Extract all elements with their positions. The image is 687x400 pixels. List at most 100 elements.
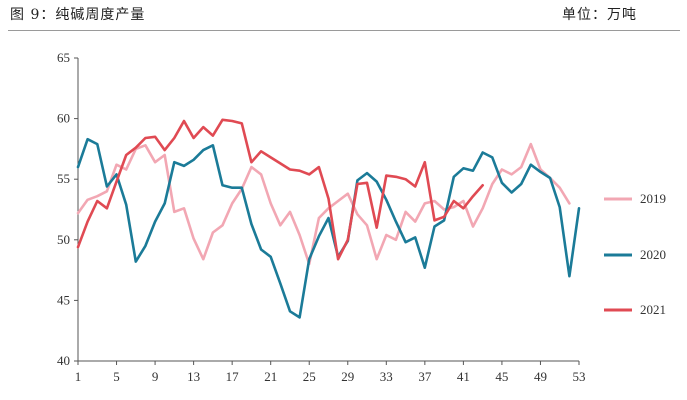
data-point-2019 [530,143,532,145]
data-point-2020 [356,179,359,182]
data-point-2019 [510,173,513,176]
data-point-2020 [530,163,532,166]
legend-label: 2020 [640,247,666,262]
data-point-2019 [462,200,465,202]
data-point-2021 [462,207,465,210]
legend-label: 2019 [640,191,666,206]
data-point-2019 [106,190,108,193]
data-point-2019 [77,212,79,214]
data-point-2020 [424,266,426,269]
x-tick-label: 25 [303,369,316,384]
data-point-2020 [202,149,205,151]
data-point-2019 [269,202,272,205]
data-point-2020 [144,245,147,247]
series-line-2021 [76,118,485,261]
data-point-2019 [501,168,503,171]
data-point-2021 [414,185,417,188]
data-point-2020 [366,172,368,174]
legend-item-2019: 2019 [604,191,666,206]
data-point-2019 [289,211,291,213]
data-point-2020 [96,143,99,145]
x-tick-label: 33 [380,369,393,384]
data-point-2020 [298,316,301,319]
data-point-2021 [366,182,368,184]
x-tick-label: 29 [341,369,354,384]
data-point-2021 [279,162,282,165]
data-point-2021 [337,258,339,261]
data-point-2020 [231,186,233,189]
data-point-2019 [404,211,407,213]
data-point-2019 [115,163,118,166]
data-point-2019 [356,213,359,216]
data-point-2020 [106,185,108,188]
data-point-2021 [269,156,272,159]
data-point-2020 [318,235,320,237]
data-point-2019 [568,202,571,205]
data-point-2019 [520,166,522,168]
x-tick-label: 53 [573,369,586,384]
data-point-2020 [154,220,156,223]
data-point-2021 [154,136,156,138]
data-point-2021 [472,195,474,197]
data-point-2021 [308,173,311,176]
x-tick-label: 17 [226,369,240,384]
data-point-2021 [289,168,291,171]
data-point-2019 [202,258,205,261]
x-tick-label: 21 [264,369,277,384]
data-point-2020 [539,171,542,173]
data-point-2019 [173,211,176,213]
series-2020 [76,137,581,319]
data-point-2021 [173,137,176,139]
data-point-2021 [163,149,166,151]
data-point-2019 [279,224,282,227]
y-tick-label: 50 [57,232,70,247]
data-point-2020 [395,220,397,223]
unit-label: 单位：万吨 [562,7,637,23]
data-point-2021 [260,150,262,153]
x-tick-label: 37 [418,369,432,384]
data-point-2021 [202,126,205,128]
data-point-2020 [453,176,455,178]
series-layer [76,118,581,319]
chart-axes: 40 45 50 55 60 65 1 5 9 13 17 21 25 29 33 37 41 45 49 53 [57,50,586,384]
data-point-2020 [192,159,195,161]
data-point-2021 [453,200,455,202]
data-point-2020 [501,182,503,184]
data-point-2019 [385,234,388,236]
data-point-2021 [404,178,407,180]
x-tick-label: 9 [152,369,159,384]
data-point-2019 [443,208,445,211]
data-point-2020 [135,260,137,263]
series-line-2019 [76,142,571,266]
data-point-2019 [154,161,156,163]
data-point-2021 [318,166,320,168]
y-tick-label: 60 [57,111,70,126]
data-point-2019 [144,144,147,147]
data-point-2020 [260,248,262,251]
x-tick-label: 41 [457,369,470,384]
data-point-2019 [433,200,436,202]
x-tick-label: 1 [75,369,82,384]
data-point-2021 [86,220,89,223]
data-point-2020 [481,151,484,154]
data-point-2020 [163,202,166,205]
data-point-2020 [86,138,89,140]
data-point-2020 [385,199,388,201]
data-point-2020 [269,255,272,258]
data-point-2020 [375,180,378,183]
data-point-2019 [558,186,561,189]
data-point-2019 [414,220,417,223]
data-point-2019 [395,239,397,241]
header-divider [8,30,680,31]
data-point-2021 [375,226,378,229]
data-point-2021 [221,119,224,121]
data-point-2019 [86,199,89,201]
data-point-2021 [347,239,349,241]
data-point-2020 [404,241,407,243]
data-point-2021 [433,219,436,222]
data-point-2021 [115,180,118,183]
data-point-2021 [135,146,137,149]
data-point-2021 [356,183,359,185]
y-tick-label: 40 [57,353,70,368]
data-point-2021 [144,137,147,139]
